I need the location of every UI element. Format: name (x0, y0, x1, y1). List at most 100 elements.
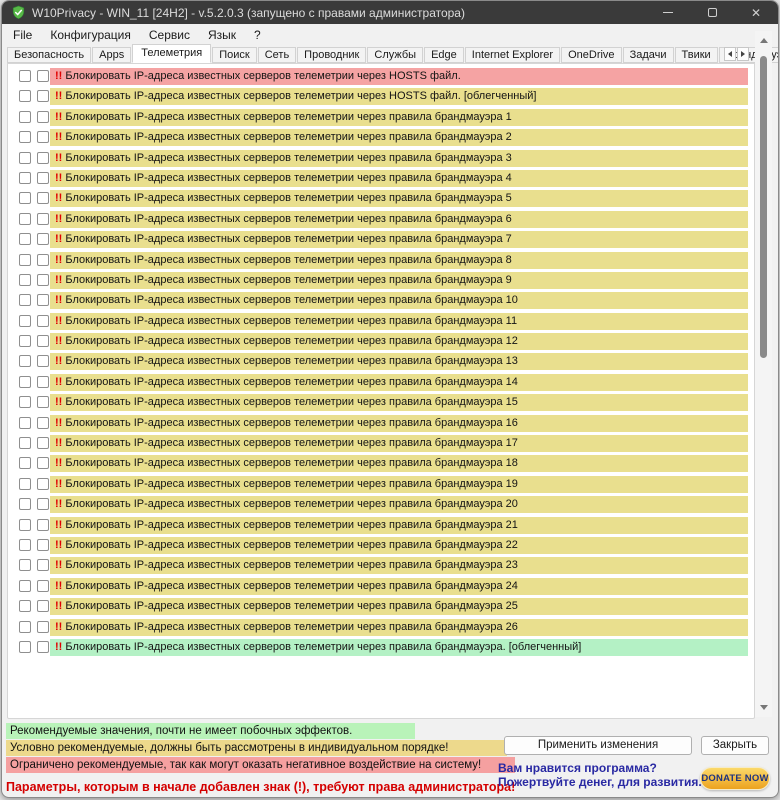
checkbox-secondary[interactable] (37, 171, 49, 184)
menu-language[interactable]: Язык (207, 28, 237, 42)
tab-службы[interactable]: Службы (367, 47, 424, 63)
checkbox-primary[interactable] (19, 375, 31, 388)
close-button[interactable]: ✕ (734, 1, 778, 24)
setting-label[interactable]: !! Блокировать IP-адреса известных серве… (50, 68, 748, 85)
checkbox-secondary[interactable] (37, 110, 49, 123)
checkbox-primary[interactable] (19, 171, 31, 184)
checkbox-primary[interactable] (19, 151, 31, 164)
checkbox-secondary[interactable] (37, 233, 49, 246)
checkbox-primary[interactable] (19, 90, 31, 103)
tab-проводник[interactable]: Проводник (297, 47, 367, 63)
checkbox-secondary[interactable] (37, 477, 49, 490)
setting-label[interactable]: !! Блокировать IP-адреса известных серве… (50, 638, 748, 656)
checkbox-primary[interactable] (19, 314, 31, 327)
checkbox-secondary[interactable] (37, 192, 49, 205)
checkbox-primary[interactable] (19, 477, 31, 490)
setting-label[interactable]: !! Блокировать IP-адреса известных серве… (50, 455, 748, 473)
checkbox-primary[interactable] (19, 498, 31, 511)
checkbox-primary[interactable] (19, 273, 31, 286)
menu-configuration[interactable]: Конфигурация (50, 28, 131, 42)
setting-label[interactable]: !! Блокировать IP-адреса известных серве… (50, 353, 748, 371)
setting-label[interactable]: !! Блокировать IP-адреса известных серве… (50, 435, 748, 453)
checkbox-secondary[interactable] (37, 151, 49, 164)
checkbox-secondary[interactable] (37, 416, 49, 429)
tab-сеть[interactable]: Сеть (257, 47, 297, 63)
apply-changes-button[interactable]: Применить изменения (504, 736, 692, 755)
checkbox-secondary[interactable] (37, 518, 49, 531)
setting-label[interactable]: !! Блокировать IP-адреса известных серве… (50, 149, 748, 167)
setting-label[interactable]: !! Блокировать IP-адреса известных серве… (50, 496, 748, 514)
setting-label[interactable]: !! Блокировать IP-адреса известных серве… (50, 129, 748, 147)
checkbox-secondary[interactable] (37, 640, 49, 653)
checkbox-primary[interactable] (19, 70, 31, 82)
checkbox-secondary[interactable] (37, 375, 49, 388)
maximize-button[interactable] (690, 1, 734, 24)
setting-label[interactable]: !! Блокировать IP-адреса известных серве… (50, 271, 748, 289)
donate-now-button[interactable]: DONATE NOW (700, 767, 770, 790)
menu-service[interactable]: Сервис (148, 28, 190, 42)
setting-label[interactable]: !! Блокировать IP-адреса известных серве… (50, 333, 748, 351)
checkbox-primary[interactable] (19, 294, 31, 307)
checkbox-primary[interactable] (19, 233, 31, 246)
checkbox-secondary[interactable] (37, 600, 49, 613)
checkbox-primary[interactable] (19, 457, 31, 470)
checkbox-primary[interactable] (19, 559, 31, 572)
setting-label[interactable]: !! Блокировать IP-адреса известных серве… (50, 557, 748, 575)
checkbox-primary[interactable] (19, 600, 31, 613)
setting-label[interactable]: !! Блокировать IP-адреса известных серве… (50, 618, 748, 636)
tab-твики[interactable]: Твики (674, 47, 718, 63)
checkbox-secondary[interactable] (37, 538, 49, 551)
setting-label[interactable]: !! Блокировать IP-адреса известных серве… (50, 414, 748, 432)
minimize-button[interactable] (646, 1, 690, 24)
menu-help[interactable]: ? (254, 28, 261, 42)
setting-label[interactable]: !! Блокировать IP-адреса известных серве… (50, 231, 748, 249)
checkbox-secondary[interactable] (37, 212, 49, 225)
checkbox-secondary[interactable] (37, 559, 49, 572)
checkbox-primary[interactable] (19, 437, 31, 450)
tab-onedrive[interactable]: OneDrive (561, 47, 622, 63)
checkbox-primary[interactable] (19, 335, 31, 348)
setting-label[interactable]: !! Блокировать IP-адреса известных серве… (50, 577, 748, 595)
checkbox-primary[interactable] (19, 355, 31, 368)
checkbox-secondary[interactable] (37, 273, 49, 286)
checkbox-primary[interactable] (19, 538, 31, 551)
checkbox-secondary[interactable] (37, 498, 49, 511)
checkbox-primary[interactable] (19, 396, 31, 409)
setting-label[interactable]: !! Блокировать IP-адреса известных серве… (50, 251, 748, 269)
tab-internet-explorer[interactable]: Internet Explorer (464, 47, 561, 63)
checkbox-primary[interactable] (19, 192, 31, 205)
checkbox-primary[interactable] (19, 212, 31, 225)
checkbox-secondary[interactable] (37, 131, 49, 144)
setting-label[interactable]: !! Блокировать IP-адреса известных серве… (50, 312, 748, 330)
setting-label[interactable]: !! Блокировать IP-адреса известных серве… (50, 210, 748, 228)
scroll-up-icon[interactable] (760, 38, 768, 43)
setting-label[interactable]: !! Блокировать IP-адреса известных серве… (50, 516, 748, 534)
setting-label[interactable]: !! Блокировать IP-адреса известных серве… (50, 292, 748, 310)
tab-scroll-left-button[interactable] (724, 47, 736, 61)
checkbox-primary[interactable] (19, 620, 31, 633)
checkbox-primary[interactable] (19, 253, 31, 266)
setting-label[interactable]: !! Блокировать IP-адреса известных серве… (50, 190, 748, 208)
scroll-down-icon[interactable] (760, 705, 768, 710)
checkbox-secondary[interactable] (37, 314, 49, 327)
setting-label[interactable]: !! Блокировать IP-адреса известных серве… (50, 88, 748, 106)
setting-label[interactable]: !! Блокировать IP-адреса известных серве… (50, 108, 748, 126)
checkbox-primary[interactable] (19, 416, 31, 429)
setting-label[interactable]: !! Блокировать IP-адреса известных серве… (50, 394, 748, 412)
setting-label[interactable]: !! Блокировать IP-адреса известных серве… (50, 169, 748, 187)
tab-телеметрия[interactable]: Телеметрия (132, 44, 212, 63)
close-window-button[interactable]: Закрыть (701, 736, 769, 755)
tab-edge[interactable]: Edge (424, 47, 464, 63)
checkbox-secondary[interactable] (37, 620, 49, 633)
tab-scroll-right-button[interactable] (737, 47, 749, 61)
menu-file[interactable]: File (13, 28, 33, 42)
setting-label[interactable]: !! Блокировать IP-адреса известных серве… (50, 373, 748, 391)
checkbox-secondary[interactable] (37, 335, 49, 348)
tab-поиск[interactable]: Поиск (212, 47, 257, 63)
checkbox-primary[interactable] (19, 640, 31, 653)
scrollbar-thumb[interactable] (760, 56, 767, 358)
checkbox-secondary[interactable] (37, 437, 49, 450)
checkbox-secondary[interactable] (37, 396, 49, 409)
checkbox-primary[interactable] (19, 518, 31, 531)
tab-apps[interactable]: Apps (92, 47, 132, 63)
